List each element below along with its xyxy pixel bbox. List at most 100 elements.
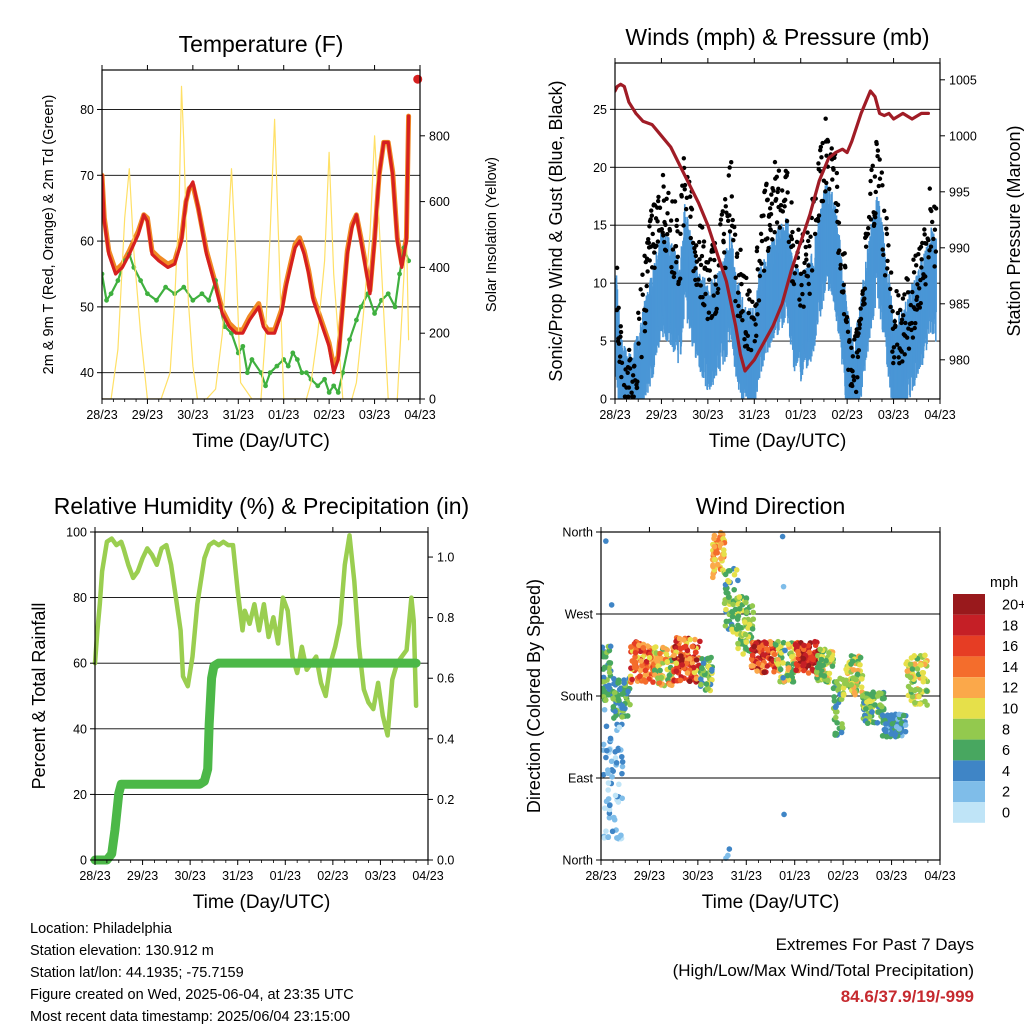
gust-point <box>820 140 825 146</box>
gust-point <box>910 335 916 340</box>
x-tick-label: 29/23 <box>634 869 665 883</box>
gust-point <box>807 291 812 297</box>
y-tick-label: 70 <box>80 169 94 183</box>
dewpoint-line <box>102 246 410 394</box>
gust-point <box>723 265 728 271</box>
direction-point <box>612 792 619 799</box>
station-elevation: Station elevation: 130.912 m <box>30 943 214 959</box>
direction-point <box>743 639 750 645</box>
gust-point <box>702 302 707 308</box>
y-tick-label: 40 <box>80 366 94 380</box>
gust-point <box>758 231 764 237</box>
direction-point <box>611 814 617 821</box>
chart-title: Winds (mph) & Pressure (mb) <box>625 24 929 50</box>
gust-point <box>682 182 688 188</box>
pressure-line <box>615 82 930 373</box>
gust-point <box>674 259 679 265</box>
x-tick-label: 02/23 <box>317 869 348 883</box>
gust-point <box>800 291 805 297</box>
gust-point <box>705 316 710 322</box>
gust-point <box>898 307 903 313</box>
dewpoint-point <box>392 304 398 310</box>
gust-point <box>881 252 886 258</box>
gust-point <box>629 390 634 395</box>
dewpoint-point <box>240 343 246 349</box>
gust-point <box>777 225 782 230</box>
gust-point <box>693 253 699 259</box>
direction-point <box>605 691 612 698</box>
direction-point <box>755 660 762 667</box>
direction-point <box>624 713 631 719</box>
y-tick-label: West <box>565 608 594 622</box>
gust-point <box>856 331 861 336</box>
dewpoint-point <box>290 350 296 356</box>
gust-point <box>649 208 654 213</box>
gust-point <box>652 250 657 255</box>
gust-point <box>628 356 633 362</box>
direction-point <box>780 660 786 666</box>
gust-point <box>675 254 680 259</box>
gust-point <box>698 283 703 288</box>
gust-point <box>665 232 670 237</box>
direction-point <box>709 677 715 683</box>
gust-point <box>830 177 835 182</box>
direction-point <box>736 594 743 600</box>
direction-point <box>735 577 741 584</box>
gust-point <box>678 276 683 281</box>
gust-point <box>806 281 811 287</box>
gust-point <box>884 226 889 231</box>
gust-point <box>623 394 628 399</box>
gust-point <box>643 308 649 313</box>
direction-point <box>602 697 609 703</box>
gust-point <box>700 225 705 230</box>
x-tick-label: 28/23 <box>86 408 117 422</box>
gust-point <box>931 236 936 242</box>
gust-point <box>636 341 641 346</box>
gust-point <box>914 263 919 268</box>
gust-point <box>791 281 797 287</box>
gust-point <box>638 287 643 292</box>
direction-point <box>606 665 612 671</box>
direction-point <box>699 665 705 672</box>
gust-point <box>885 258 890 264</box>
gust-point <box>746 310 751 316</box>
gust-point <box>635 379 640 384</box>
gust-point <box>808 234 813 239</box>
direction-point <box>664 647 670 653</box>
gust-point <box>807 244 812 249</box>
gust-point <box>615 265 620 271</box>
gust-point <box>718 222 723 227</box>
direction-point <box>727 567 733 574</box>
gust-point <box>886 243 891 248</box>
dewpoint-point <box>267 370 273 376</box>
direction-point <box>698 681 704 688</box>
direction-point <box>621 680 627 686</box>
x-axis-label: Time (Day/UTC) <box>702 892 840 913</box>
gust-point <box>724 210 729 215</box>
gust-point <box>915 282 920 287</box>
gust-point <box>655 239 661 244</box>
gust-point <box>769 201 775 206</box>
direction-point <box>816 660 823 667</box>
gust-point <box>862 286 868 291</box>
gust-point <box>858 316 864 322</box>
x-tick-label: 02/23 <box>314 408 345 422</box>
direction-point <box>874 693 881 699</box>
gust-point <box>902 352 907 357</box>
gust-point <box>905 290 911 295</box>
direction-point <box>883 721 889 727</box>
x-tick-label: 31/23 <box>222 869 253 883</box>
gust-point <box>740 308 745 314</box>
direction-point <box>606 669 613 676</box>
y2-tick-label: 0.0 <box>437 854 454 868</box>
gust-point <box>681 223 686 228</box>
gust-point <box>882 208 887 213</box>
dewpoint-point <box>326 390 332 395</box>
y2-tick-label: 990 <box>949 241 970 255</box>
direction-point <box>692 636 698 643</box>
direction-point <box>864 699 870 705</box>
gust-point <box>917 286 922 291</box>
gust-point <box>903 320 908 326</box>
chart-title: Relative Humidity (%) & Precipitation (i… <box>54 493 469 519</box>
gust-point <box>643 259 649 265</box>
